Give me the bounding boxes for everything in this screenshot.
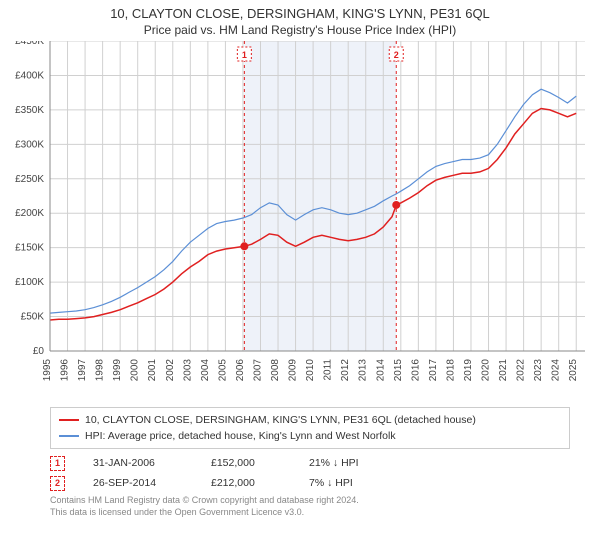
svg-text:2000: 2000 <box>130 359 141 382</box>
svg-text:2023: 2023 <box>533 359 544 382</box>
svg-text:£200K: £200K <box>15 208 44 219</box>
svg-text:1997: 1997 <box>77 359 88 382</box>
svg-text:£100K: £100K <box>15 277 44 288</box>
svg-text:2008: 2008 <box>270 359 281 382</box>
sale-price: £152,000 <box>211 457 281 469</box>
svg-text:2003: 2003 <box>182 359 193 382</box>
footer-line: This data is licensed under the Open Gov… <box>50 507 570 519</box>
svg-text:2021: 2021 <box>498 359 509 382</box>
sale-date: 26-SEP-2014 <box>93 477 183 489</box>
legend: 10, CLAYTON CLOSE, DERSINGHAM, KING'S LY… <box>50 407 570 449</box>
sale-price: £212,000 <box>211 477 281 489</box>
footer-line: Contains HM Land Registry data © Crown c… <box>50 495 570 507</box>
svg-text:2012: 2012 <box>340 359 351 382</box>
chart-title: 10, CLAYTON CLOSE, DERSINGHAM, KING'S LY… <box>0 0 600 21</box>
svg-text:2015: 2015 <box>393 359 404 382</box>
svg-text:2019: 2019 <box>463 359 474 382</box>
legend-swatch-hpi <box>59 435 79 437</box>
svg-text:£450K: £450K <box>15 41 44 47</box>
svg-text:2: 2 <box>394 50 399 60</box>
svg-text:2006: 2006 <box>235 359 246 382</box>
svg-text:2013: 2013 <box>358 359 369 382</box>
sale-marker-icon: 2 <box>50 476 65 491</box>
svg-text:£300K: £300K <box>15 139 44 150</box>
legend-item-property: 10, CLAYTON CLOSE, DERSINGHAM, KING'S LY… <box>59 412 561 428</box>
svg-text:2010: 2010 <box>305 359 316 382</box>
svg-text:1998: 1998 <box>95 359 106 382</box>
chart-subtitle: Price paid vs. HM Land Registry's House … <box>0 21 600 41</box>
price-chart: £0 £50K £100K £150K £200K £250K £300K £350K £400… <box>0 41 600 401</box>
svg-text:2022: 2022 <box>516 359 527 382</box>
sale-marker-icon: 1 <box>50 456 65 471</box>
svg-text:£350K: £350K <box>15 105 44 116</box>
chart-container: 10, CLAYTON CLOSE, DERSINGHAM, KING'S LY… <box>0 0 600 560</box>
svg-text:£0: £0 <box>33 346 45 357</box>
sale-row: 1 31-JAN-2006 £152,000 21% ↓ HPI <box>50 453 570 473</box>
sale-diff: 21% ↓ HPI <box>309 457 399 469</box>
svg-text:1995: 1995 <box>42 359 53 382</box>
svg-text:2020: 2020 <box>481 359 492 382</box>
svg-text:2017: 2017 <box>428 359 439 382</box>
sale-diff: 7% ↓ HPI <box>309 477 399 489</box>
svg-text:2024: 2024 <box>551 359 562 382</box>
svg-text:2001: 2001 <box>147 359 158 382</box>
svg-text:1999: 1999 <box>112 359 123 382</box>
svg-text:2004: 2004 <box>200 359 211 382</box>
svg-text:1: 1 <box>242 50 247 60</box>
svg-text:£50K: £50K <box>21 312 45 323</box>
legend-label: 10, CLAYTON CLOSE, DERSINGHAM, KING'S LY… <box>85 414 476 426</box>
svg-text:£400K: £400K <box>15 70 44 81</box>
legend-item-hpi: HPI: Average price, detached house, King… <box>59 428 561 444</box>
legend-label: HPI: Average price, detached house, King… <box>85 430 396 442</box>
svg-text:2018: 2018 <box>445 359 456 382</box>
svg-text:£150K: £150K <box>15 243 44 254</box>
sale-row: 2 26-SEP-2014 £212,000 7% ↓ HPI <box>50 473 570 493</box>
svg-text:2002: 2002 <box>165 359 176 382</box>
svg-text:2005: 2005 <box>217 359 228 382</box>
svg-text:2007: 2007 <box>252 359 263 382</box>
legend-swatch-property <box>59 419 79 421</box>
svg-text:1996: 1996 <box>60 359 71 382</box>
sales-table: 1 31-JAN-2006 £152,000 21% ↓ HPI 2 26-SE… <box>50 453 570 493</box>
svg-text:2011: 2011 <box>323 359 334 381</box>
svg-text:£250K: £250K <box>15 174 44 185</box>
svg-text:2009: 2009 <box>288 359 299 382</box>
svg-text:2025: 2025 <box>568 359 579 382</box>
svg-text:2014: 2014 <box>375 359 386 382</box>
footer-attribution: Contains HM Land Registry data © Crown c… <box>50 495 570 518</box>
sale-date: 31-JAN-2006 <box>93 457 183 469</box>
svg-text:2016: 2016 <box>410 359 421 382</box>
